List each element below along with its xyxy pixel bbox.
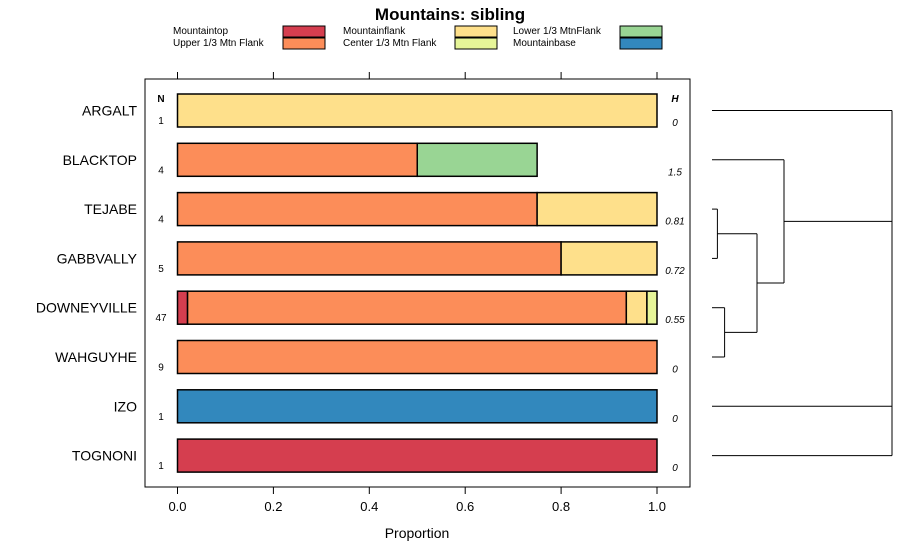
x-axis: 0.0 0.2 0.4 0.6 0.8 1.0 [168, 72, 666, 514]
bar-argalt-mountainflank [176, 93, 658, 128]
category-label: GABBVALLY [57, 250, 138, 266]
bar-tognoni-mountaintop [176, 438, 658, 473]
n-value: 1 [158, 461, 164, 472]
x-tick-label: 0.6 [456, 499, 474, 514]
n-value: 4 [158, 215, 164, 226]
bars-group [176, 93, 658, 473]
bar-tejabe-mountainflank [536, 191, 658, 227]
n-value: 1 [158, 412, 164, 423]
n-value: 9 [158, 363, 164, 374]
legend-swatch-upper-1-3-mtn-flank [282, 37, 326, 50]
legend-label-mountainflank: Mountainflank [343, 26, 406, 37]
legend-label-upper-1-3-mtn-flank: Upper 1/3 Mtn Flank [173, 38, 265, 49]
category-label: TEJABE [84, 201, 137, 217]
bar-tejabe-upper-1-3-mtn-flank [176, 191, 538, 227]
bar-izo-mountainbase [176, 389, 658, 424]
h-value: 0 [672, 365, 678, 376]
dendrogram [712, 110, 893, 457]
category-label: ARGALT [82, 103, 137, 119]
h-value: 0 [672, 118, 678, 129]
legend-swatch-mountaintop [282, 25, 326, 38]
bar-downeyville-upper-1-3-mtn-flank [186, 290, 628, 325]
h-value: 0 [672, 463, 678, 474]
bar-wahguyhe-upper-1-3-mtn-flank [176, 339, 658, 375]
h-value: 0.72 [665, 266, 685, 277]
h-value: 0.55 [665, 315, 685, 326]
labels-group: ARGALT 1 0 BLACKTOP 4 1.5 TEJABE 4 0.81 GABBVALLY… [36, 103, 685, 475]
chart-title: Mountains: sibling [375, 5, 525, 24]
h-value: 0 [672, 414, 678, 425]
legend-swatch-center-1-3-mtn-flank [454, 37, 498, 50]
category-label: TOGNONI [72, 448, 137, 464]
legend-swatch-lower-1-3-mtnflank [619, 25, 663, 38]
n-column-header: N [157, 94, 164, 105]
x-tick-label: 0.4 [360, 499, 378, 514]
bar-blacktop-upper-1-3-mtn-flank [176, 142, 418, 178]
legend-label-mountainbase: Mountainbase [513, 38, 576, 49]
legend-swatch-mountainflank [454, 25, 498, 38]
category-label: BLACKTOP [63, 152, 137, 168]
bar-downeyville-center-1-3-mtn-flank [646, 290, 658, 325]
legend-label-lower-1-3-mtnflank: Lower 1/3 MtnFlank [513, 26, 602, 37]
bar-gabbvally-mountainflank [560, 241, 658, 276]
x-axis-label: Proportion [385, 525, 450, 541]
bar-downeyville-mountainflank [625, 290, 648, 325]
plot-frame [144, 78, 691, 488]
n-value: 47 [155, 313, 167, 324]
x-tick-label: 1.0 [648, 499, 666, 514]
category-label: IZO [114, 398, 137, 414]
legend-swatch-mountainbase [619, 37, 663, 50]
category-label: DOWNEYVILLE [36, 300, 137, 316]
n-value: 1 [158, 116, 164, 127]
x-tick-label: 0.2 [264, 499, 282, 514]
bar-gabbvally-upper-1-3-mtn-flank [176, 241, 562, 276]
n-value: 4 [158, 165, 164, 176]
legend-label-mountaintop: Mountaintop [173, 26, 228, 37]
bar-blacktop-lower-1-3-mtnflank [416, 142, 538, 178]
h-value: 0.81 [665, 217, 684, 228]
bar-downeyville-mountaintop [176, 290, 189, 325]
category-label: WAHGUYHE [55, 349, 137, 365]
n-value: 5 [158, 264, 164, 275]
h-column-header: H [671, 94, 679, 105]
x-tick-label: 0.8 [552, 499, 570, 514]
legend-label-center-1-3-mtn-flank: Center 1/3 Mtn Flank [343, 38, 437, 49]
h-value: 1.5 [668, 167, 682, 178]
x-tick-label: 0.0 [168, 499, 186, 514]
